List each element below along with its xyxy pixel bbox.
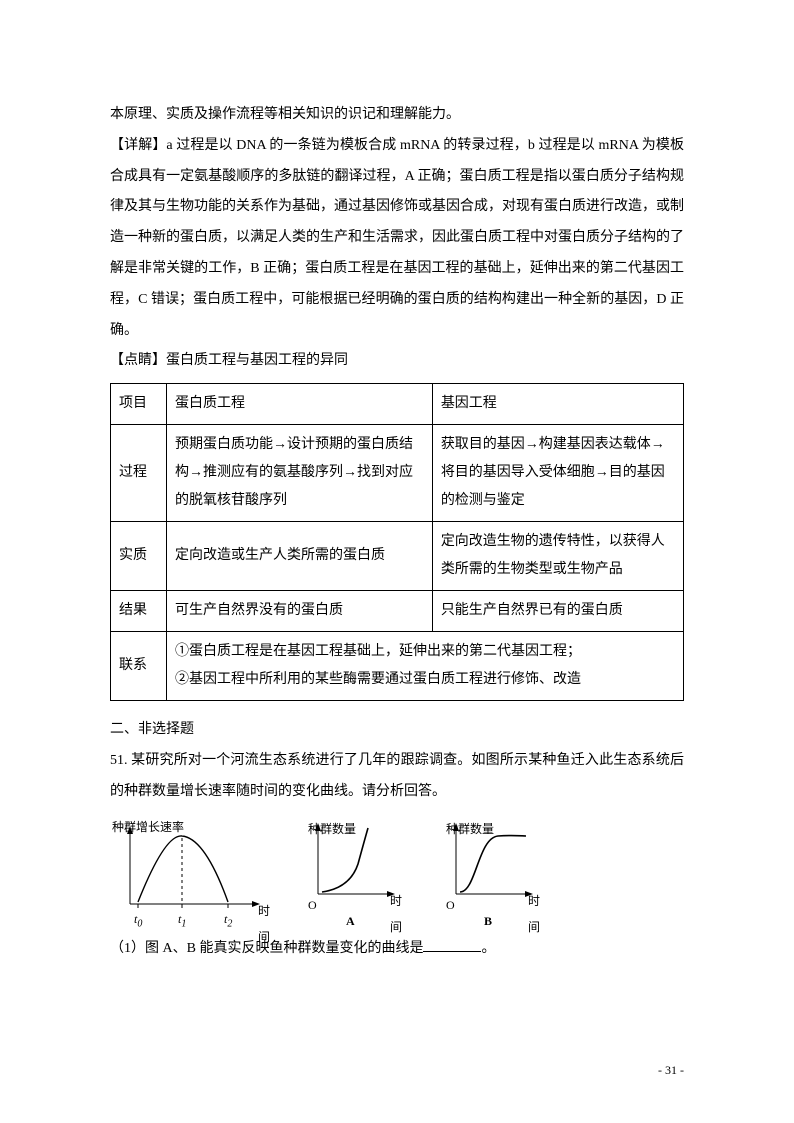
y-axis-label: 种群增长速率	[112, 814, 184, 840]
x-axis-label: 时间	[390, 888, 408, 941]
graph-b: 种群数量 时间 O B	[436, 816, 546, 926]
comparison-table: 项目 蛋白质工程 基因工程 过程 预期蛋白质功能→设计预期的蛋白质结构→推测应有…	[110, 383, 684, 701]
q51-1-post: 。	[481, 941, 495, 956]
section-heading-2: 二、非选择题	[110, 715, 684, 746]
paragraph-1: 本原理、实质及操作流程等相关知识的识记和理解能力。	[110, 100, 684, 131]
table-row: 实质 定向改造或生产人类所需的蛋白质 定向改造生物的遗传特性，以获得人类所需的生…	[111, 522, 684, 591]
tick-t1-sub: 1	[181, 918, 186, 929]
table-row: 结果 可生产自然界没有的蛋白质 只能生产自然界已有的蛋白质	[111, 591, 684, 632]
origin-label: O	[446, 892, 455, 918]
y-axis-label: 种群数量	[308, 816, 356, 842]
table-cell: 只能生产自然界已有的蛋白质	[432, 591, 683, 632]
table-header-cell: 蛋白质工程	[167, 384, 433, 425]
paragraph-3: 【点睛】蛋白质工程与基因工程的异同	[110, 346, 684, 377]
x-axis-label: 时间	[528, 888, 546, 941]
table-cell: 过程	[111, 425, 167, 522]
table-cell: 预期蛋白质功能→设计预期的蛋白质结构→推测应有的氨基酸序列→找到对应的脱氧核苷酸…	[167, 425, 433, 522]
table-cell: 联系	[111, 632, 167, 701]
graph-growth-rate: 种群增长速率 时间 t0 t1 t2	[110, 816, 270, 926]
table-cell: ①蛋白质工程是在基因工程基础上，延伸出来的第二代基因工程； ②基因工程中所利用的…	[167, 632, 684, 701]
table-header-cell: 基因工程	[432, 384, 683, 425]
origin-label: O	[308, 892, 317, 918]
table-cell: 结果	[111, 591, 167, 632]
tick-t2-sub: 2	[227, 918, 232, 929]
graph-caption-b: B	[484, 908, 492, 934]
table-cell: 可生产自然界没有的蛋白质	[167, 591, 433, 632]
table-row: 过程 预期蛋白质功能→设计预期的蛋白质结构→推测应有的氨基酸序列→找到对应的脱氧…	[111, 425, 684, 522]
table-row: 项目 蛋白质工程 基因工程	[111, 384, 684, 425]
paragraph-2: 【详解】a 过程是以 DNA 的一条链为模板合成 mRNA 的转录过程，b 过程…	[110, 131, 684, 347]
y-axis-label: 种群数量	[446, 816, 494, 842]
graph-a: 种群数量 时间 O A	[298, 816, 408, 926]
question-51-intro: 51. 某研究所对一个河流生态系统进行了几年的跟踪调查。如图所示某种鱼迁入此生态…	[110, 746, 684, 808]
table-cell: 定向改造生物的遗传特性，以获得人类所需的生物类型或生物产品	[432, 522, 683, 591]
table-cell: 定向改造或生产人类所需的蛋白质	[167, 522, 433, 591]
table-cell: 获取目的基因→构建基因表达载体→将目的基因导入受体细胞→目的基因的检测与鉴定	[432, 425, 683, 522]
tick-t0-sub: 0	[137, 918, 142, 929]
table-cell: 实质	[111, 522, 167, 591]
x-axis-label: 时间	[258, 898, 270, 951]
table-header-cell: 项目	[111, 384, 167, 425]
graph-caption-a: A	[346, 908, 355, 934]
page-number: - 31 -	[658, 1057, 684, 1083]
fill-blank[interactable]	[423, 936, 481, 951]
table-row: 联系 ①蛋白质工程是在基因工程基础上，延伸出来的第二代基因工程； ②基因工程中所…	[111, 632, 684, 701]
graph-row: 种群增长速率 时间 t0 t1 t2 种群数量 时间 O A 种群数量 时间 O…	[110, 816, 684, 926]
